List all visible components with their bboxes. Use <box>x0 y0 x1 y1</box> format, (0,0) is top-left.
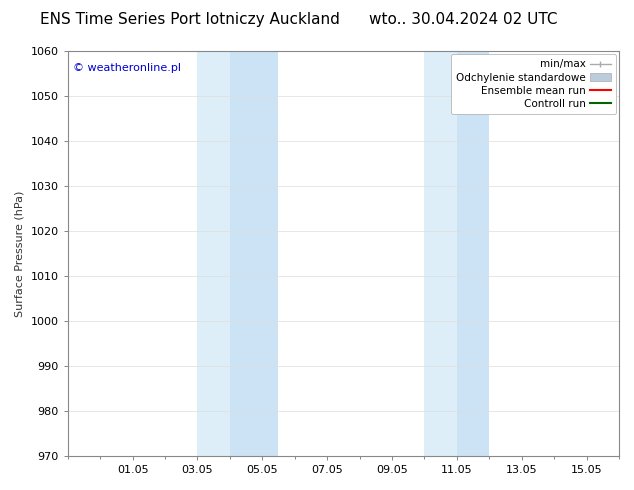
Bar <box>424 51 457 456</box>
Text: ENS Time Series Port lotniczy Auckland: ENS Time Series Port lotniczy Auckland <box>41 12 340 27</box>
Legend: min/max, Odchylenie standardowe, Ensemble mean run, Controll run: min/max, Odchylenie standardowe, Ensembl… <box>451 54 616 114</box>
Y-axis label: Surface Pressure (hPa): Surface Pressure (hPa) <box>15 191 25 317</box>
Bar <box>197 51 230 456</box>
Text: © weatheronline.pl: © weatheronline.pl <box>73 63 181 74</box>
Bar <box>457 51 489 456</box>
Bar <box>230 51 278 456</box>
Text: wto.. 30.04.2024 02 UTC: wto.. 30.04.2024 02 UTC <box>368 12 557 27</box>
